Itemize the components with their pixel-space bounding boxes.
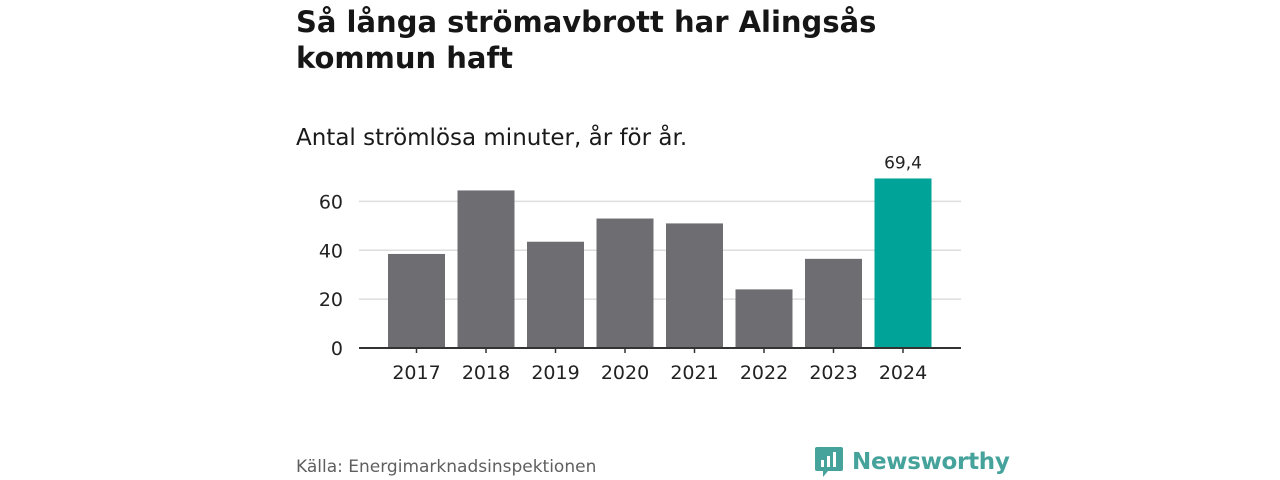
- bar-2018: [457, 190, 515, 348]
- x-tick-label: 2022: [740, 362, 788, 384]
- data-label: 69,4: [884, 153, 922, 173]
- bar-2024: [874, 178, 932, 348]
- y-tick-label: 40: [319, 240, 343, 262]
- bar-2017: [388, 253, 445, 348]
- x-tick-label: 2021: [670, 362, 718, 384]
- x-tick-label: 2023: [809, 362, 857, 384]
- bar-2019: [527, 241, 584, 348]
- bar-2023: [805, 258, 862, 348]
- x-tick-label: 2020: [601, 362, 649, 384]
- bars: [388, 178, 932, 348]
- y-tick-label: 0: [331, 338, 343, 360]
- newsworthy-logo-icon: [815, 447, 843, 477]
- chart-title: Så långa strömavbrott har Alingsås kommu…: [296, 5, 877, 75]
- gridlines: [359, 200, 961, 300]
- axes: [359, 347, 961, 353]
- x-tick-label: 2018: [462, 362, 510, 384]
- x-tick-label: 2017: [392, 362, 440, 384]
- source-note: Källa: Energimarknadsinspektionen: [296, 457, 597, 477]
- y-tick-label: 60: [319, 191, 343, 213]
- brand-name: Newsworthy: [852, 449, 1010, 475]
- x-tick-label: 2019: [531, 362, 579, 384]
- bar-2021: [666, 223, 723, 348]
- bar-2022: [735, 289, 793, 348]
- y-tick-label: 20: [319, 289, 343, 311]
- x-tick-label: 2024: [879, 362, 927, 384]
- bar-2020: [596, 218, 654, 348]
- chart-subtitle: Antal strömlösa minuter, år för år.: [296, 125, 688, 151]
- brand-logo[interactable]: Newsworthy: [814, 445, 1010, 479]
- labels: 0 20 40 60 2017 2018 2019 2020 2021 2022 2023 2024 6…: [319, 153, 927, 384]
